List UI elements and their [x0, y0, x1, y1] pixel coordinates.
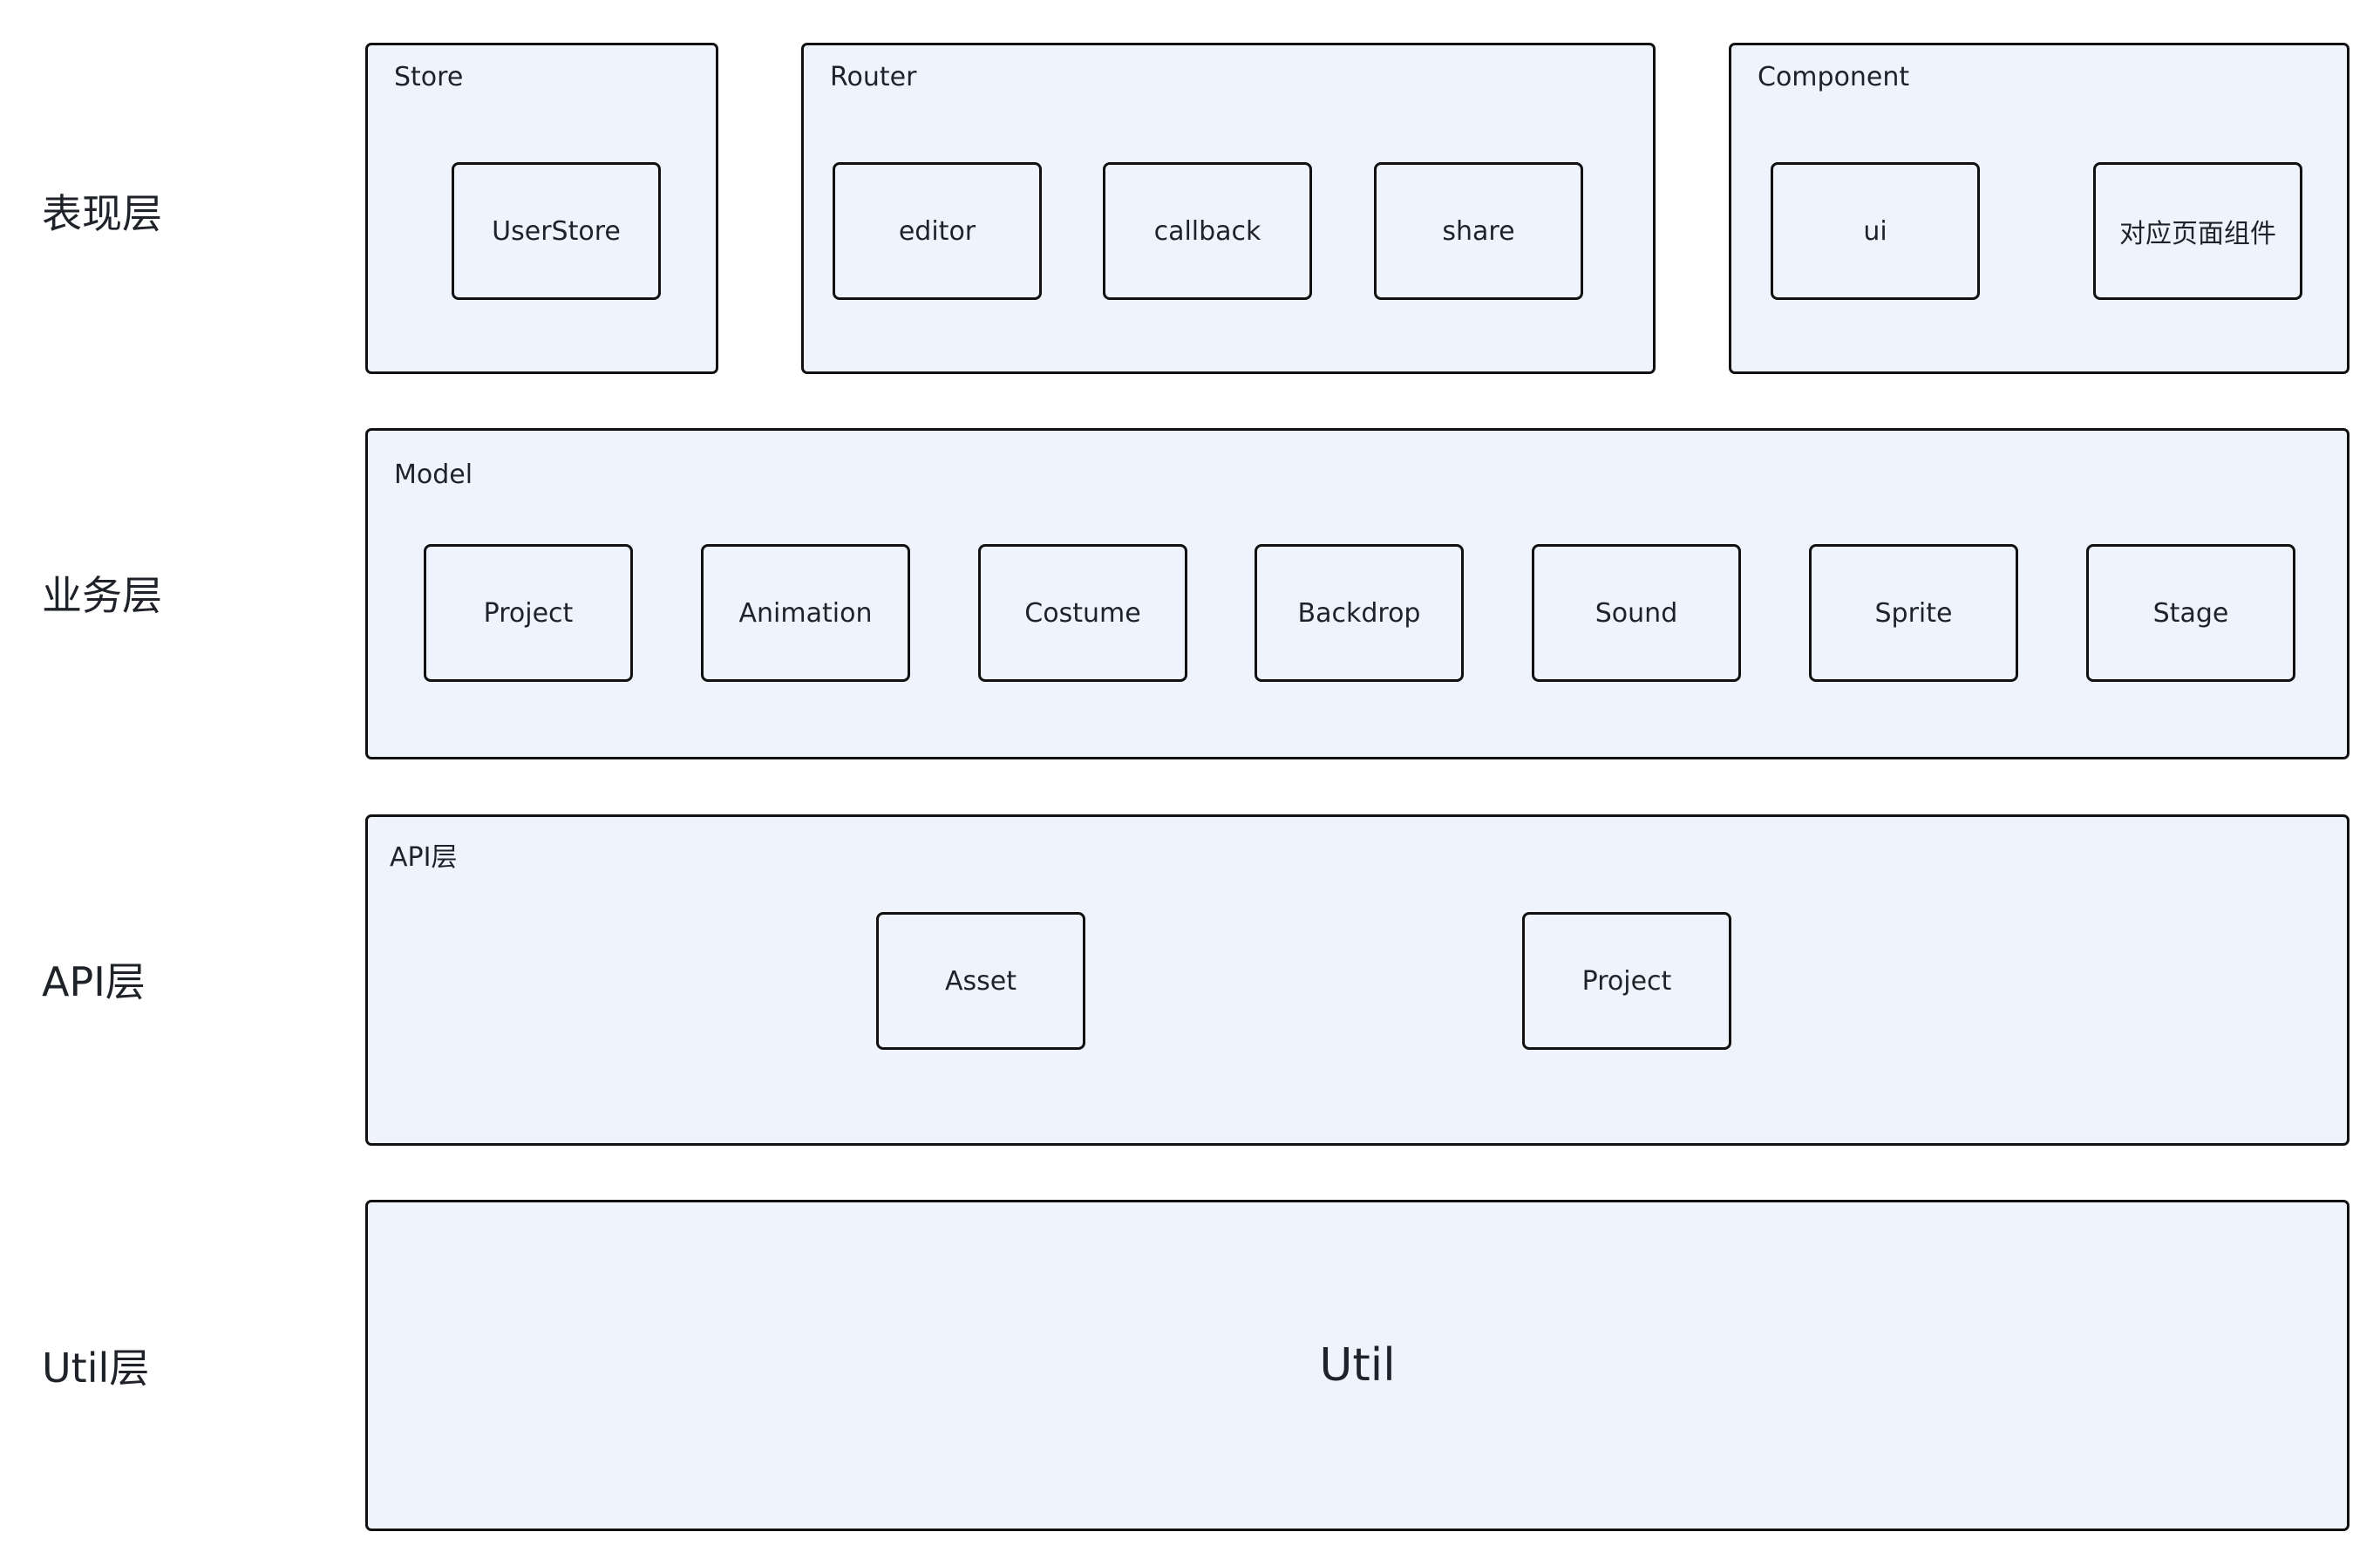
store-group[interactable]: Store UserStore [365, 43, 718, 374]
model-node-sound[interactable]: Sound [1532, 544, 1741, 682]
model-node-sprite[interactable]: Sprite [1809, 544, 2018, 682]
layer-label-business: 业务层 [42, 572, 162, 619]
router-node-editor[interactable]: editor [833, 162, 1042, 300]
model-node-backdrop[interactable]: Backdrop [1255, 544, 1464, 682]
router-node-callback[interactable]: callback [1103, 162, 1312, 300]
model-node-project[interactable]: Project [424, 544, 633, 682]
model-group-title: Model [394, 460, 473, 490]
router-group-title: Router [830, 62, 917, 92]
router-group[interactable]: Router editor callback share [801, 43, 1656, 374]
layer-label-api: API层 [42, 958, 146, 1005]
store-node-userstore[interactable]: UserStore [452, 162, 661, 300]
router-node-share[interactable]: share [1374, 162, 1583, 300]
layer-label-presentation: 表现层 [42, 190, 162, 237]
model-node-costume[interactable]: Costume [978, 544, 1187, 682]
api-node-project[interactable]: Project [1522, 912, 1731, 1050]
component-group[interactable]: Component ui 对应页面组件 [1729, 43, 2349, 374]
model-node-animation[interactable]: Animation [701, 544, 910, 682]
api-group[interactable]: API层 Asset Project [365, 814, 2349, 1146]
api-group-title: API层 [390, 842, 458, 873]
model-group[interactable]: Model Project Animation Costume Backdrop… [365, 428, 2349, 759]
util-label: Util [1319, 1339, 1396, 1392]
component-node-page-components[interactable]: 对应页面组件 [2093, 162, 2302, 300]
component-group-title: Component [1758, 62, 1910, 92]
store-group-title: Store [394, 62, 464, 92]
component-node-ui[interactable]: ui [1771, 162, 1980, 300]
layer-label-util: Util层 [42, 1345, 150, 1392]
model-node-stage[interactable]: Stage [2086, 544, 2295, 682]
api-node-asset[interactable]: Asset [876, 912, 1085, 1050]
util-group[interactable]: Util [365, 1200, 2349, 1531]
